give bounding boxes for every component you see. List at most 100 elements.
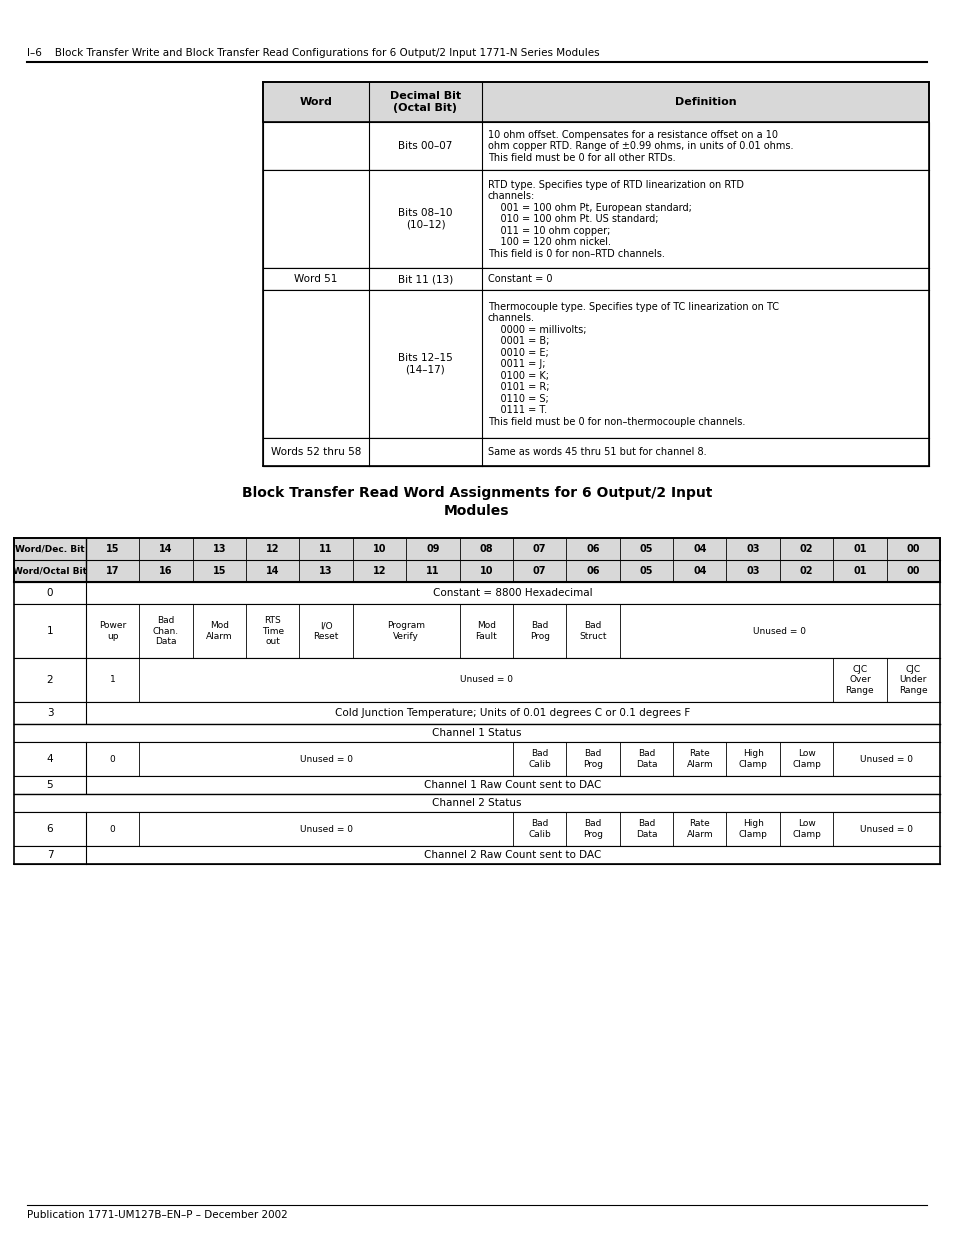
Bar (14, 794, 939, 811)
Text: High
Clamp: High Clamp (738, 819, 767, 839)
Text: 05: 05 (639, 566, 653, 576)
Text: 16: 16 (159, 566, 172, 576)
Text: Mod
Fault: Mod Fault (475, 621, 497, 641)
Text: Cold Junction Temperature; Units of 0.01 degrees C or 0.1 degrees F: Cold Junction Temperature; Units of 0.01… (335, 708, 690, 718)
Text: Modules: Modules (444, 504, 509, 517)
Text: Bad
Data: Bad Data (635, 819, 657, 839)
Text: 100 = 120 ohm nickel.: 100 = 120 ohm nickel. (488, 237, 610, 247)
Text: 17: 17 (106, 566, 119, 576)
Bar (14, 658, 939, 701)
Text: 0100 = K;: 0100 = K; (488, 370, 548, 380)
Bar (263, 438, 928, 466)
Text: 2: 2 (47, 676, 53, 685)
Text: 14: 14 (266, 566, 279, 576)
Text: 3: 3 (47, 708, 53, 718)
Text: 0010 = E;: 0010 = E; (488, 348, 548, 358)
Text: Bad
Prog: Bad Prog (529, 621, 549, 641)
Text: Bad
Prog: Bad Prog (582, 750, 602, 768)
Text: I–6    Block Transfer Write and Block Transfer Read Configurations for 6 Output/: I–6 Block Transfer Write and Block Trans… (27, 48, 599, 58)
Text: Bit 11 (13): Bit 11 (13) (397, 274, 453, 284)
Text: 0110 = S;: 0110 = S; (488, 394, 548, 404)
Text: 11: 11 (319, 543, 333, 555)
Text: 15: 15 (106, 543, 119, 555)
Bar (263, 268, 928, 290)
Bar (14, 776, 939, 794)
Text: This field is 0 for non–RTD channels.: This field is 0 for non–RTD channels. (488, 248, 664, 259)
Bar (263, 82, 928, 122)
Text: channels.: channels. (488, 314, 535, 324)
Bar (263, 122, 928, 170)
Text: Unused = 0: Unused = 0 (860, 825, 912, 834)
Text: 07: 07 (533, 566, 546, 576)
Bar (14, 742, 939, 776)
Text: Word/Octal Bit: Word/Octal Bit (13, 567, 87, 576)
Text: channels:: channels: (488, 191, 535, 201)
Text: 00: 00 (905, 566, 919, 576)
Text: Unused = 0: Unused = 0 (299, 755, 353, 763)
Text: Word 51: Word 51 (294, 274, 337, 284)
Text: Low
Clamp: Low Clamp (791, 819, 821, 839)
Bar (14, 846, 939, 864)
Bar (14, 724, 939, 742)
Text: Word/Dec. Bit: Word/Dec. Bit (15, 545, 85, 553)
Text: Channel 1 Raw Count sent to DAC: Channel 1 Raw Count sent to DAC (424, 781, 601, 790)
Text: Unused = 0: Unused = 0 (753, 626, 805, 636)
Text: 10 ohm offset. Compensates for a resistance offset on a 10: 10 ohm offset. Compensates for a resista… (488, 130, 778, 140)
Text: CJC
Under
Range: CJC Under Range (898, 666, 926, 695)
Text: 06: 06 (586, 566, 599, 576)
Text: 1: 1 (110, 676, 115, 684)
Text: 001 = 100 ohm Pt, European standard;: 001 = 100 ohm Pt, European standard; (488, 203, 691, 212)
Text: 010 = 100 ohm Pt. US standard;: 010 = 100 ohm Pt. US standard; (488, 214, 658, 225)
Text: Definition: Definition (674, 98, 736, 107)
Text: Bits 08–10
(10–12): Bits 08–10 (10–12) (397, 209, 453, 230)
Text: 04: 04 (692, 566, 706, 576)
Text: Channel 2 Status: Channel 2 Status (432, 798, 521, 808)
Bar (14, 701, 939, 724)
Text: 13: 13 (319, 566, 333, 576)
Bar (14, 582, 939, 604)
Bar (263, 170, 928, 268)
Text: 03: 03 (745, 543, 760, 555)
Text: 011 = 10 ohm copper;: 011 = 10 ohm copper; (488, 226, 610, 236)
Text: Words 52 thru 58: Words 52 thru 58 (271, 447, 361, 457)
Text: Low
Clamp: Low Clamp (791, 750, 821, 768)
Text: 01: 01 (852, 566, 865, 576)
Text: 0: 0 (110, 755, 115, 763)
Text: Block Transfer Read Word Assignments for 6 Output/2 Input: Block Transfer Read Word Assignments for… (241, 487, 712, 500)
Text: Channel 2 Raw Count sent to DAC: Channel 2 Raw Count sent to DAC (424, 850, 601, 860)
Text: 07: 07 (533, 543, 546, 555)
Text: 08: 08 (479, 543, 493, 555)
Text: 06: 06 (586, 543, 599, 555)
Text: 0101 = R;: 0101 = R; (488, 383, 549, 393)
Text: 5: 5 (47, 781, 53, 790)
Text: Bits 12–15
(14–17): Bits 12–15 (14–17) (397, 353, 453, 374)
Text: 12: 12 (266, 543, 279, 555)
Text: I/O
Reset: I/O Reset (314, 621, 338, 641)
Text: Bits 00–07: Bits 00–07 (398, 141, 453, 151)
Text: Bad
Data: Bad Data (635, 750, 657, 768)
Text: Bad
Struct: Bad Struct (578, 621, 606, 641)
Text: 7: 7 (47, 850, 53, 860)
Text: 02: 02 (799, 566, 813, 576)
Text: 10: 10 (479, 566, 493, 576)
Text: Unused = 0: Unused = 0 (860, 755, 912, 763)
Bar (14, 604, 939, 658)
Text: 00: 00 (905, 543, 919, 555)
Text: Bad
Chan.
Data: Bad Chan. Data (152, 616, 179, 646)
Text: Rate
Alarm: Rate Alarm (686, 819, 713, 839)
Text: 05: 05 (639, 543, 653, 555)
Text: 04: 04 (692, 543, 706, 555)
Text: 0001 = B;: 0001 = B; (488, 336, 549, 346)
Text: 0111 = T.: 0111 = T. (488, 405, 547, 415)
Text: RTD type. Specifies type of RTD linearization on RTD: RTD type. Specifies type of RTD lineariz… (488, 180, 743, 190)
Text: 14: 14 (159, 543, 172, 555)
Bar (14, 538, 939, 582)
Text: Channel 1 Status: Channel 1 Status (432, 727, 521, 739)
Text: Bad
Calib: Bad Calib (528, 750, 551, 768)
Text: Program
Verify: Program Verify (387, 621, 425, 641)
Text: Constant = 8800 Hexadecimal: Constant = 8800 Hexadecimal (433, 588, 592, 598)
Text: 0: 0 (110, 825, 115, 834)
Text: 13: 13 (213, 543, 226, 555)
Text: Word: Word (299, 98, 332, 107)
Text: Bad
Prog: Bad Prog (582, 819, 602, 839)
